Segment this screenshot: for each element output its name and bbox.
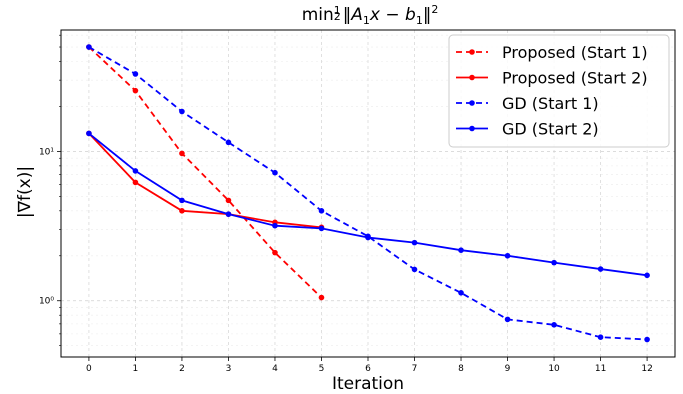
series-line [88, 46, 323, 299]
y-tick-label: 10⁰ [39, 297, 54, 307]
legend-entry: GD (Start 2) [456, 120, 599, 139]
chart-title: min12 ‖A1x − b1‖2 [302, 3, 439, 27]
y-axis-label: |∇f(x)| [15, 166, 35, 218]
data-point [597, 266, 604, 272]
x-tick-label: 10 [548, 364, 560, 374]
data-point [225, 197, 232, 204]
series-4 [86, 130, 650, 279]
legend-label: Proposed (Start 2) [502, 69, 648, 88]
data-point [179, 197, 185, 204]
data-point [86, 130, 92, 137]
data-point [458, 290, 464, 296]
data-point [225, 139, 232, 146]
major-grid [61, 30, 675, 357]
data-point [644, 272, 650, 279]
x-tick-label: 12 [641, 364, 652, 374]
x-tick-label: 5 [319, 364, 325, 374]
legend-swatch-marker [469, 49, 475, 55]
data-point [86, 44, 92, 50]
data-point [225, 211, 232, 217]
data-point [644, 336, 650, 343]
data-point [597, 334, 604, 340]
legend-label: GD (Start 2) [502, 120, 599, 139]
x-tick-label: 6 [365, 364, 371, 374]
x-tick-label: 0 [86, 364, 92, 374]
data-point [179, 208, 185, 214]
data-point [504, 252, 511, 259]
series-2 [86, 130, 325, 231]
data-point [458, 247, 464, 253]
data-point [411, 239, 418, 246]
legend-entry: Proposed (Start 1) [456, 43, 648, 62]
data-point [132, 71, 139, 77]
x-tick-label: 3 [226, 364, 232, 374]
legend-swatch-marker [469, 100, 475, 106]
x-tick-label: 1 [133, 364, 139, 374]
legend-swatch-marker [469, 74, 475, 81]
legend-label: Proposed (Start 1) [502, 43, 648, 62]
x-tick-label: 11 [595, 364, 606, 374]
x-axis-label: Iteration [332, 374, 404, 394]
data-point [272, 222, 278, 229]
data-point [272, 169, 278, 176]
data-point [179, 150, 185, 157]
legend-entry: GD (Start 1) [456, 94, 599, 113]
y-tick-labels: 10⁰ 10¹ [39, 147, 54, 306]
y-tick-label: 10¹ [39, 147, 54, 157]
data-point [132, 87, 139, 94]
series-line [88, 132, 322, 229]
legend-entry: Proposed (Start 2) [456, 69, 648, 88]
data-point [132, 168, 139, 174]
data-point [272, 249, 278, 256]
x-tick-labels: 0 1 2 3 4 5 6 7 8 9 10 11 12 [86, 364, 653, 374]
data-point [411, 266, 418, 273]
data-point [318, 294, 325, 301]
x-tick-label: 4 [272, 364, 278, 374]
data-point [318, 225, 325, 232]
data-point [365, 234, 371, 241]
series-group [86, 44, 650, 343]
data-point [318, 208, 325, 214]
legend-swatch-marker [469, 125, 475, 132]
x-tick-label: 7 [412, 364, 418, 374]
series-1 [86, 44, 325, 301]
legend: Proposed (Start 1) Proposed (Start 2) GD (… [448, 34, 670, 148]
data-point [551, 259, 557, 266]
axis-ticks [57, 34, 648, 361]
legend-label: GD (Start 1) [502, 94, 599, 113]
legend-box [448, 34, 670, 148]
data-point [132, 179, 139, 186]
data-point [551, 322, 557, 328]
data-point [504, 316, 511, 323]
x-tick-label: 9 [505, 364, 511, 374]
x-tick-label: 2 [179, 364, 185, 374]
data-point [179, 108, 185, 115]
x-tick-label: 8 [458, 364, 464, 374]
